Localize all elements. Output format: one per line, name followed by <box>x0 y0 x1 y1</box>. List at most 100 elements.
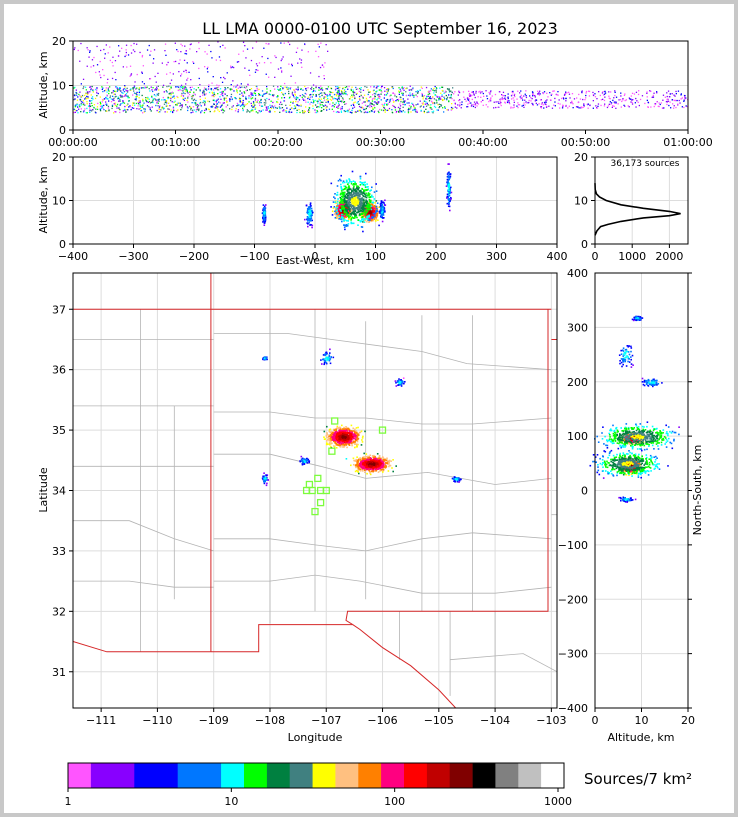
time-altitude-source <box>430 97 432 100</box>
east-west-source <box>355 200 357 203</box>
time-altitude-source <box>197 103 199 106</box>
time-altitude-source <box>234 97 236 99</box>
time-altitude-source <box>246 89 248 91</box>
time-altitude-source <box>183 59 186 61</box>
time-altitude-source <box>256 87 258 89</box>
time-altitude-source <box>309 72 312 74</box>
time-altitude-source <box>389 99 391 101</box>
time-altitude-source <box>144 110 146 112</box>
east-west-xtick-label: 400 <box>547 250 568 263</box>
time-altitude-source <box>534 95 536 97</box>
time-altitude-source <box>552 90 554 92</box>
time-altitude-source <box>568 93 571 95</box>
time-altitude-source <box>283 109 285 111</box>
time-altitude-source <box>177 102 179 104</box>
time-altitude-source <box>656 91 658 93</box>
time-altitude-source <box>108 100 110 102</box>
time-altitude-source <box>565 100 567 102</box>
time-altitude-source <box>185 88 187 91</box>
time-altitude-source <box>147 96 149 99</box>
east-west-source <box>352 180 355 182</box>
time-altitude-source <box>685 97 687 99</box>
time-altitude-source <box>343 92 346 94</box>
time-altitude-source <box>468 100 471 102</box>
time-altitude-source <box>317 102 319 104</box>
time-altitude-ylabel: Altitude, km <box>37 51 50 118</box>
time-altitude-source <box>581 107 583 109</box>
east-west-source <box>366 221 368 223</box>
time-altitude-source <box>475 90 477 93</box>
east-west-xlabel: East-West, km <box>276 254 354 267</box>
time-altitude-source <box>165 105 167 107</box>
time-altitude-source <box>169 72 171 74</box>
time-altitude-source <box>467 99 470 101</box>
east-west-source <box>343 205 346 208</box>
east-west-source <box>356 192 358 194</box>
time-altitude-source <box>358 105 361 108</box>
east-west-source <box>336 191 339 194</box>
time-altitude-source <box>301 110 304 112</box>
time-altitude-source <box>293 108 295 110</box>
time-altitude-source <box>121 102 124 104</box>
time-altitude-source <box>101 106 103 108</box>
east-west-source <box>339 196 342 199</box>
time-altitude-source <box>419 89 421 91</box>
east-west-source <box>357 205 360 207</box>
time-altitude-source <box>313 101 315 103</box>
east-west-source <box>376 210 378 212</box>
time-altitude-source <box>218 110 220 113</box>
time-altitude-source <box>318 75 320 78</box>
time-altitude-source <box>168 93 170 95</box>
time-altitude-source <box>383 106 385 109</box>
plan-view-source <box>361 437 364 439</box>
time-altitude-source <box>122 100 124 102</box>
time-altitude-source <box>149 107 151 109</box>
time-altitude-source <box>415 91 417 93</box>
time-altitude-source <box>295 101 297 103</box>
time-altitude-source <box>189 91 191 93</box>
time-altitude-source <box>427 93 429 96</box>
time-altitude-source <box>180 51 182 53</box>
time-altitude-source <box>90 89 92 91</box>
time-altitude-source <box>385 100 388 102</box>
time-altitude-source <box>646 96 648 98</box>
time-altitude-source <box>265 92 267 94</box>
time-altitude-source <box>470 105 473 107</box>
time-altitude-source <box>213 89 215 91</box>
east-west-source <box>332 207 335 209</box>
east-west-source <box>357 224 359 226</box>
time-altitude-source <box>159 111 161 113</box>
time-altitude-source <box>415 94 417 96</box>
time-altitude-source <box>408 107 410 110</box>
east-west-source <box>343 197 346 199</box>
time-altitude-source <box>195 89 197 91</box>
time-altitude-source <box>337 91 339 93</box>
time-altitude-source <box>369 111 371 113</box>
time-altitude-source <box>343 101 345 103</box>
time-altitude-source <box>337 93 339 95</box>
time-altitude-source <box>522 99 524 101</box>
time-altitude-source <box>195 102 197 104</box>
east-west-source <box>448 172 450 175</box>
time-altitude-source <box>512 90 514 93</box>
time-altitude-source <box>659 103 661 106</box>
east-west-source <box>375 183 377 185</box>
time-altitude-source <box>89 109 91 111</box>
time-altitude-source <box>363 111 365 114</box>
time-altitude-xtick-label: 00:50:00 <box>561 136 610 149</box>
time-altitude-source <box>115 79 117 81</box>
time-altitude-source <box>631 99 633 101</box>
time-altitude-source <box>321 94 323 97</box>
time-altitude-source <box>506 101 509 104</box>
time-altitude-source <box>563 94 566 96</box>
time-altitude-source <box>489 99 491 101</box>
time-altitude-source <box>429 104 431 106</box>
time-altitude-source <box>529 95 531 97</box>
time-altitude-source <box>310 93 312 96</box>
time-altitude-source <box>76 94 78 96</box>
time-altitude-source <box>437 109 439 111</box>
time-altitude-source <box>250 92 252 94</box>
time-altitude-source <box>297 88 299 90</box>
time-altitude-source <box>167 96 169 99</box>
time-altitude-source <box>623 94 626 96</box>
